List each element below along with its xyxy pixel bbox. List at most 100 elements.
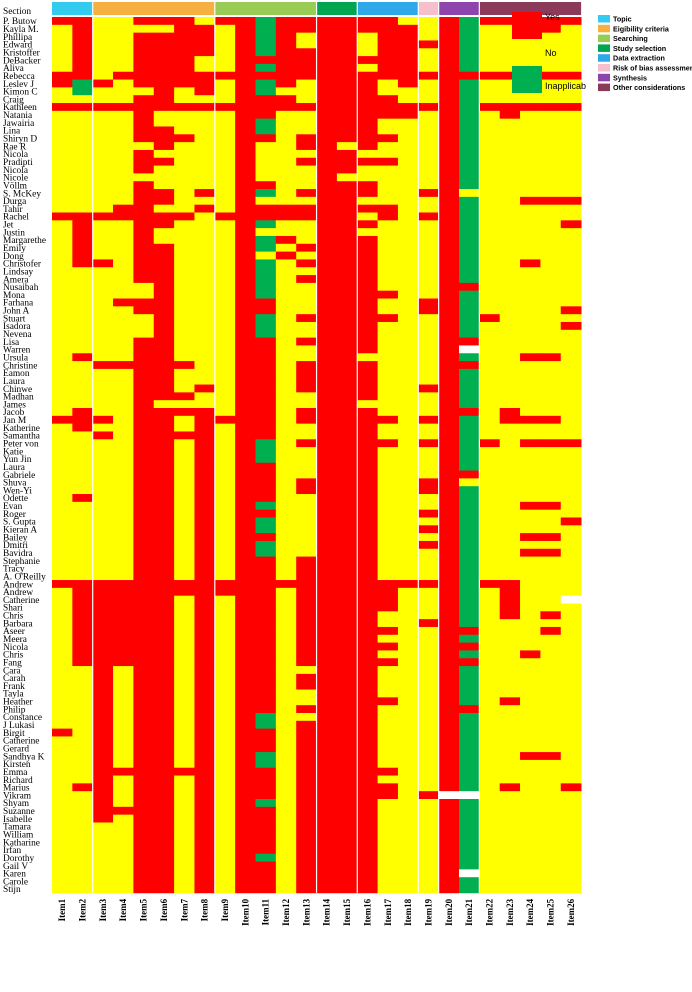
- cell-katie-item26: [560, 447, 582, 456]
- cell-birgit-item14: [316, 728, 338, 737]
- cell-phillipa-item26: [560, 32, 582, 41]
- cell-lisa-item9: [214, 337, 236, 346]
- cell-dmitri-item9: [214, 540, 236, 550]
- cell-durga-item6: [153, 196, 175, 206]
- cell-isadora-item18: [397, 321, 419, 331]
- cell-laura-item22: [479, 462, 501, 471]
- cell-leslev-j-item9: [214, 79, 236, 88]
- cell-catherine-item5: [133, 595, 155, 604]
- cell-barbara-item20: [438, 619, 460, 628]
- cell-carah-item16: [357, 673, 378, 683]
- cell-rae-r-item4: [113, 142, 134, 151]
- cell-katie-item17: [377, 447, 399, 456]
- cell-warren-item8: [194, 345, 216, 354]
- cell-rae-r-item9: [214, 142, 236, 151]
- row-label: Nicola: [3, 150, 29, 160]
- row-label: A. O'Reilly: [3, 572, 46, 582]
- cell-craig-item17: [377, 95, 399, 104]
- cell-shuva-item2: [72, 478, 94, 487]
- cell-cara-item3: [92, 666, 114, 675]
- cell-nevena-item23: [499, 329, 521, 339]
- cell-madhan-item1: [52, 392, 73, 401]
- cell-mona-item5: [133, 290, 155, 299]
- cell-gabriele-item24: [520, 470, 541, 479]
- cell-meera-item13: [296, 634, 317, 643]
- cell-a-o-reilly-item21: [459, 572, 480, 581]
- cell-stephanie-item17: [377, 556, 399, 565]
- cell-karen-item12: [275, 869, 297, 878]
- cell-tayla-item25: [540, 689, 562, 698]
- cell-lisa-item13: [296, 337, 317, 346]
- cell-james-item25: [540, 400, 562, 409]
- cell-edward-item22: [479, 40, 501, 49]
- cell-ursula-item13: [296, 353, 317, 362]
- cell-lindsay-item17: [377, 267, 399, 276]
- cell-chris-item5: [133, 611, 155, 620]
- cell-irfan-item24: [520, 845, 541, 855]
- cell-bavidra-item1: [52, 548, 73, 557]
- cell-nicole-item2: [72, 173, 94, 182]
- cell-carole-item14: [316, 877, 338, 886]
- cell-dong-item6: [153, 251, 175, 260]
- cell-lindsay-item4: [113, 267, 134, 276]
- cell-debacker-item12: [275, 56, 297, 65]
- cell-amera-item16: [357, 275, 378, 284]
- row-label: Laura: [3, 377, 26, 387]
- cell-craig-item16: [357, 95, 378, 104]
- cell-p-butow-item12: [275, 17, 297, 26]
- cell-wen-yi-item13: [296, 486, 317, 495]
- cell-s-gupta-item20: [438, 517, 460, 526]
- cell-laura-item14: [316, 376, 338, 385]
- cell-dmitri-item5: [133, 540, 155, 550]
- cell-debacker-item9: [214, 56, 236, 65]
- cell-katherine-item23: [499, 423, 521, 432]
- cell-jan-m-item14: [316, 415, 338, 425]
- cell-kirsten-item2: [72, 759, 94, 769]
- cell-durga-item4: [113, 196, 134, 206]
- cell-sandhya-k-item16: [357, 752, 378, 761]
- cell-kristoffer-item7: [174, 48, 195, 57]
- cell-laura-item22: [479, 376, 501, 385]
- cell-edward-item2: [72, 40, 94, 49]
- cell-meera-item16: [357, 634, 378, 643]
- cell-margarethe-item14: [316, 235, 338, 245]
- cell-dmitri-item6: [153, 540, 175, 550]
- cell-dmitri-item16: [357, 540, 378, 550]
- cell-vikram-item19: [418, 791, 440, 800]
- value-legend-label-yes: Yes: [545, 12, 560, 22]
- cell-fang-item20: [438, 658, 460, 667]
- cell-andrew-item14: [316, 587, 338, 597]
- cell-sandhya-k-item17: [377, 752, 399, 761]
- cell-nicola-item10: [235, 165, 256, 174]
- cell-gerard-item21: [459, 744, 480, 753]
- cell-farhana-item20: [438, 298, 460, 307]
- cell-nicola-item4: [113, 642, 134, 651]
- cell-rebecca-item10: [235, 71, 256, 80]
- cell-phillipa-item20: [438, 32, 460, 41]
- cell-j-lukasi-item25: [540, 720, 562, 730]
- cell-emma-item8: [194, 767, 216, 776]
- cell-john-a-item25: [540, 306, 562, 315]
- cell-bavidra-item25: [540, 548, 562, 557]
- cell-jan-m-item3: [92, 415, 114, 425]
- section-header-eigibility-criteria: [92, 2, 215, 15]
- cell-kimon-c-item2: [72, 87, 94, 96]
- cell-rae-r-item1: [52, 142, 73, 151]
- cell-emily-item2: [72, 243, 94, 252]
- cell-wen-yi-item7: [174, 486, 195, 495]
- cell-karen-item2: [72, 869, 94, 878]
- row-label: Peter von: [3, 440, 39, 450]
- cell-pradipti-item3: [92, 157, 114, 166]
- cell-christofer-item14: [316, 259, 338, 268]
- cell-catherine-item15: [336, 595, 358, 604]
- cell-catherine-item9: [214, 595, 236, 604]
- cell-stijn-item12: [275, 885, 297, 894]
- cell-nevena-item18: [397, 329, 419, 339]
- cell-richard-item12: [275, 775, 297, 784]
- cell-j-lukasi-item21: [459, 720, 480, 730]
- cell-christine-item11: [255, 361, 277, 370]
- cell-lisa-item25: [540, 337, 562, 346]
- cell-j-lukasi-item4: [113, 720, 134, 730]
- cell-irfan-item15: [336, 845, 358, 855]
- cell-birgit-item1: [52, 728, 73, 737]
